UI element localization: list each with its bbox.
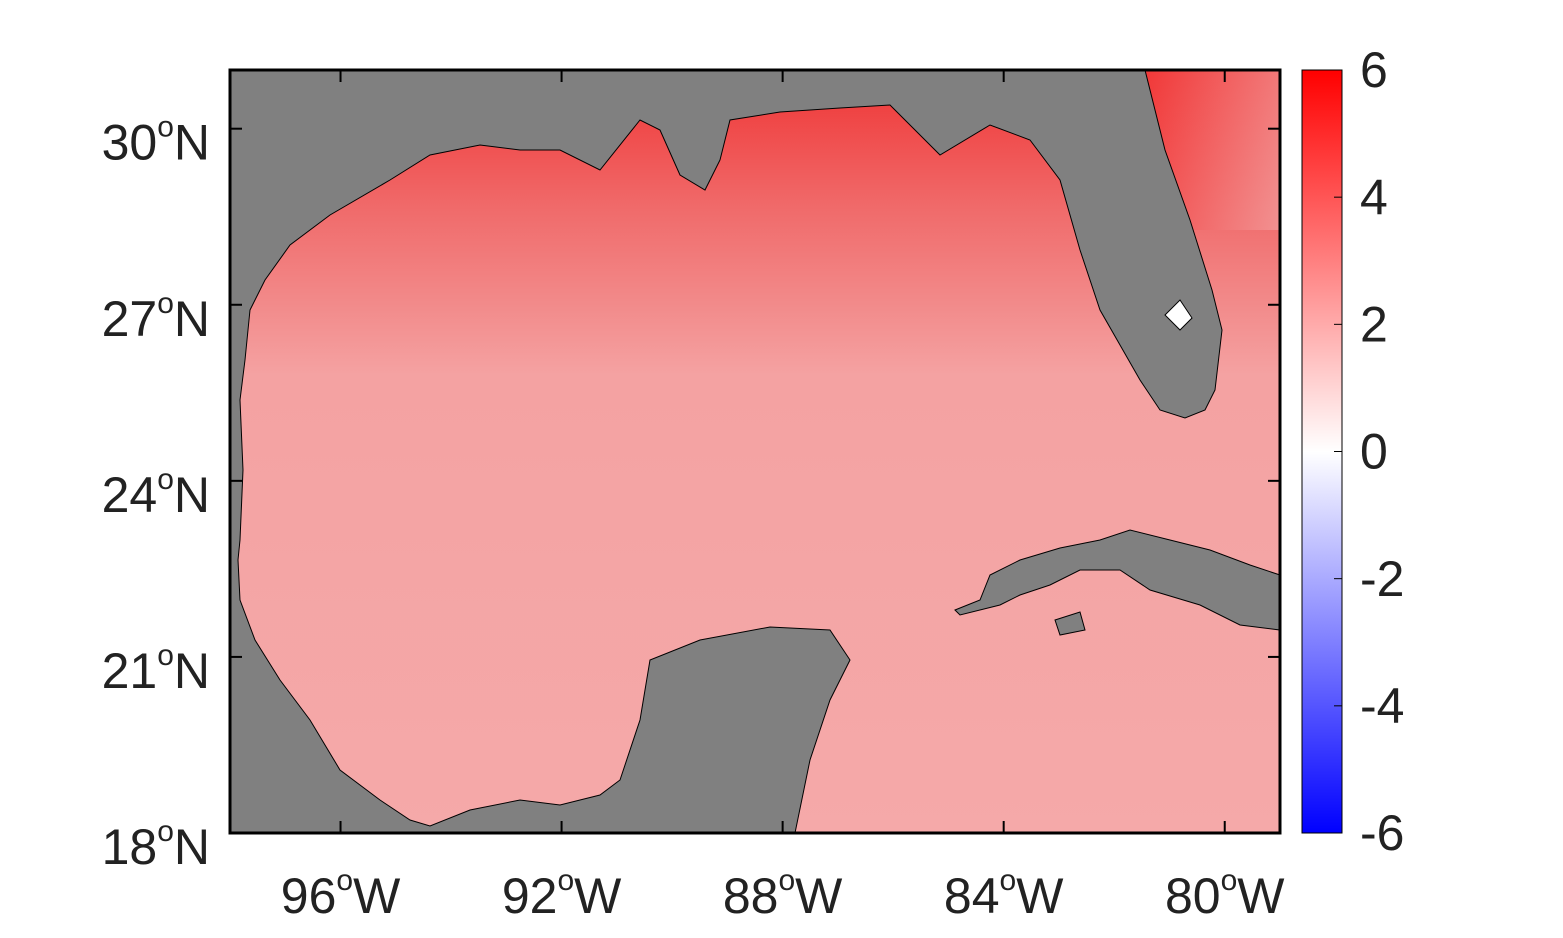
hemisphere: W	[574, 868, 622, 924]
tick-number: 80	[1165, 868, 1221, 924]
degree-sign: o	[157, 287, 174, 320]
tick-label: 27oN	[102, 287, 210, 347]
hemisphere: N	[174, 819, 210, 875]
map-area	[228, 68, 1282, 835]
land-isle-of-youth	[1054, 611, 1086, 636]
degree-sign: o	[1221, 864, 1238, 897]
tick-label: 92oW	[502, 864, 622, 924]
tick-label: 84oW	[944, 864, 1064, 924]
tick-label: 96oW	[281, 864, 401, 924]
degree-sign: o	[1000, 864, 1017, 897]
tick-label: 24oN	[102, 463, 210, 523]
hemisphere: W	[795, 868, 843, 924]
tick-number: 18	[102, 819, 158, 875]
hemisphere: N	[174, 643, 210, 699]
tick-number: 88	[723, 868, 779, 924]
hemisphere: W	[1237, 868, 1285, 924]
degree-sign: o	[157, 111, 174, 144]
hemisphere: N	[174, 291, 210, 347]
tick-number: 30	[102, 115, 158, 171]
hemisphere: N	[174, 115, 210, 171]
colorbar-tick-label: 0	[1360, 424, 1388, 480]
degree-sign: o	[157, 463, 174, 496]
tick-number: 21	[102, 643, 158, 699]
colorbar-tick-label: -6	[1360, 805, 1404, 861]
degree-sign: o	[557, 864, 574, 897]
colorbar-tick-label: -2	[1360, 551, 1404, 607]
tick-label: 80oW	[1165, 864, 1285, 924]
lake	[1164, 299, 1193, 331]
degree-sign: o	[778, 864, 795, 897]
degree-sign: o	[157, 815, 174, 848]
colorbar-tick-label: 4	[1360, 169, 1388, 225]
colorbar-tick-label: -4	[1360, 678, 1404, 734]
degree-sign: o	[336, 864, 353, 897]
tick-label: 18oN	[102, 815, 210, 875]
tick-label: 30oN	[102, 111, 210, 171]
colorbar-tick-label: 2	[1360, 297, 1388, 353]
colorbar-tick-label: 6	[1360, 42, 1388, 98]
degree-sign: o	[157, 639, 174, 672]
tick-number: 92	[502, 868, 558, 924]
hemisphere: W	[1016, 868, 1064, 924]
tick-number: 96	[281, 868, 337, 924]
land-north-america	[229, 69, 1223, 834]
tick-number: 24	[102, 467, 158, 523]
tick-number: 27	[102, 291, 158, 347]
map-frame	[228, 68, 1282, 835]
hemisphere: N	[174, 467, 210, 523]
hemisphere: W	[353, 868, 401, 924]
tick-label: 88oW	[723, 864, 843, 924]
tick-number: 84	[944, 868, 1000, 924]
tick-label: 21oN	[102, 639, 210, 699]
